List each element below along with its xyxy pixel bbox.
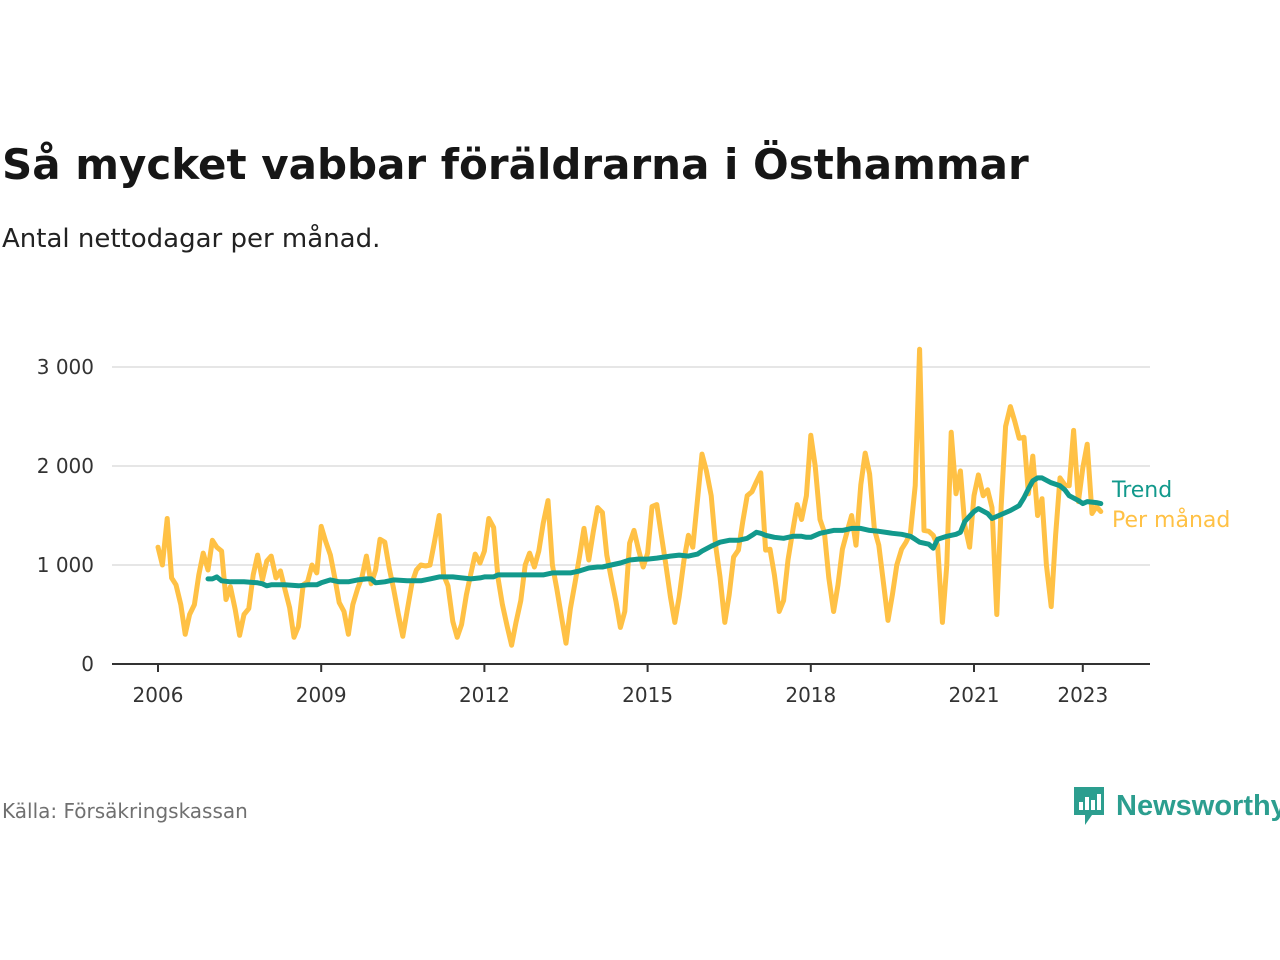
x-tick-label: 2018 (785, 683, 836, 707)
chart-subtitle: Antal nettodagar per månad. (2, 224, 381, 254)
y-axis: 0 1 000 2 000 3 000 (37, 355, 94, 676)
x-axis: 2006 2009 2012 2015 2018 2021 2023 (112, 663, 1150, 707)
grid-lines (112, 366, 1150, 566)
x-tick-label: 2015 (622, 683, 673, 707)
x-tick-label: 2006 (133, 683, 184, 707)
legend-label: Trend (1111, 478, 1172, 503)
legend: Per månad Trend (1111, 478, 1230, 533)
brand-name: Newsworthy (1116, 789, 1280, 822)
x-tick-label: 2012 (459, 683, 510, 707)
y-tick-label: 3 000 (37, 355, 94, 379)
x-tick-label: 2021 (949, 683, 1000, 707)
legend-label: Per månad (1112, 507, 1230, 533)
y-tick-label: 1 000 (37, 553, 94, 577)
x-tick-label: 2023 (1057, 683, 1108, 707)
y-tick-label: 2 000 (37, 454, 94, 478)
newsworthy-logo-icon (1074, 787, 1104, 825)
series-lines (155, 346, 1104, 648)
chart-title: Så mycket vabbar föräldrarna i Östhammar (2, 140, 1029, 189)
series-line-trend (205, 475, 1104, 589)
brand-logo[interactable]: Newsworthy (1072, 784, 1280, 828)
series-line-per-m-nad (155, 346, 1104, 648)
y-tick-label: 0 (81, 652, 94, 676)
source-note: Källa: Försäkringskassan (2, 799, 248, 823)
x-tick-label: 2009 (296, 683, 347, 707)
